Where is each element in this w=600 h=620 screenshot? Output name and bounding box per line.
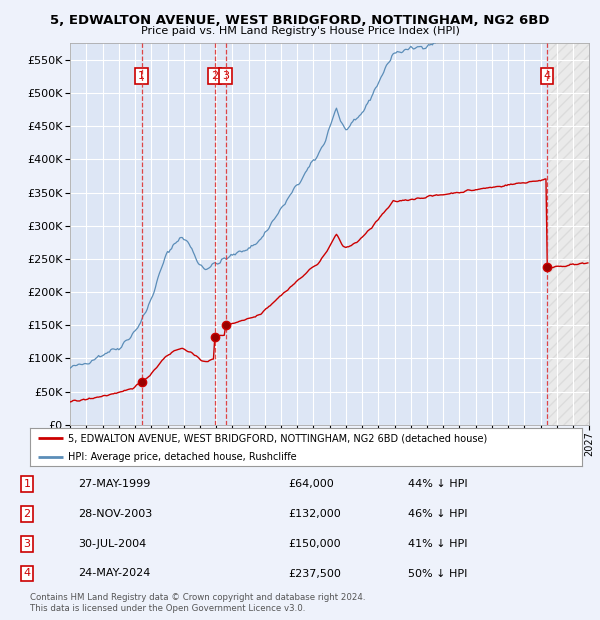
Text: 5, EDWALTON AVENUE, WEST BRIDGFORD, NOTTINGHAM, NG2 6BD: 5, EDWALTON AVENUE, WEST BRIDGFORD, NOTT… [50,14,550,27]
Text: 4: 4 [23,569,31,578]
Text: 1: 1 [138,71,145,81]
Text: £150,000: £150,000 [288,539,341,549]
Text: 41% ↓ HPI: 41% ↓ HPI [408,539,467,549]
Text: Contains HM Land Registry data © Crown copyright and database right 2024.
This d: Contains HM Land Registry data © Crown c… [30,593,365,613]
Text: 1: 1 [23,479,31,489]
Text: £237,500: £237,500 [288,569,341,578]
Text: £64,000: £64,000 [288,479,334,489]
Text: 46% ↓ HPI: 46% ↓ HPI [408,509,467,519]
Text: 2: 2 [211,71,218,81]
Text: 50% ↓ HPI: 50% ↓ HPI [408,569,467,578]
Text: 44% ↓ HPI: 44% ↓ HPI [408,479,467,489]
Text: 30-JUL-2004: 30-JUL-2004 [78,539,146,549]
Text: 3: 3 [23,539,31,549]
Text: 3: 3 [222,71,229,81]
Bar [548,43,589,425]
Text: 28-NOV-2003: 28-NOV-2003 [78,509,152,519]
Text: Price paid vs. HM Land Registry's House Price Index (HPI): Price paid vs. HM Land Registry's House … [140,26,460,36]
Text: 27-MAY-1999: 27-MAY-1999 [78,479,151,489]
Text: £132,000: £132,000 [288,509,341,519]
Text: 5, EDWALTON AVENUE, WEST BRIDGFORD, NOTTINGHAM, NG2 6BD (detached house): 5, EDWALTON AVENUE, WEST BRIDGFORD, NOTT… [68,433,487,443]
Text: 2: 2 [23,509,31,519]
Text: 4: 4 [544,71,551,81]
Text: 24-MAY-2024: 24-MAY-2024 [78,569,151,578]
Text: HPI: Average price, detached house, Rushcliffe: HPI: Average price, detached house, Rush… [68,451,296,462]
Bar [548,43,589,425]
